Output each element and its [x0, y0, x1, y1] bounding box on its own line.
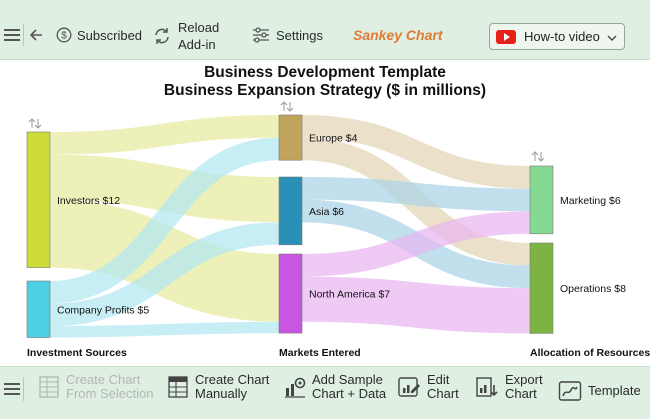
- create-chart-from-selection-button[interactable]: Create Chart From Selection: [38, 373, 153, 401]
- template-label: Template: [588, 383, 641, 398]
- add-sample-line2: Chart + Data: [312, 386, 387, 401]
- sort-arrows-icon[interactable]: [531, 151, 545, 162]
- create-manually-line2: Manually: [195, 386, 248, 401]
- sankey-node-label-investors: Investors $12: [57, 195, 120, 207]
- sankey-node-label-operations: Operations $8: [560, 283, 626, 295]
- howto-video-dropdown[interactable]: How-to video: [489, 23, 625, 50]
- sankey-link-asia-marketing: [301, 177, 531, 212]
- sankey-link-investors-europe: [49, 115, 280, 155]
- sankey-node-asia[interactable]: [278, 176, 303, 246]
- youtube-icon: [496, 29, 516, 44]
- template-button[interactable]: Template: [558, 380, 641, 402]
- chevron-down-icon: [607, 29, 617, 44]
- reload-label-line1: Reload: [178, 20, 220, 35]
- hamburger-menu-icon-bottom[interactable]: [4, 382, 20, 401]
- reload-label-line2: Add-in: [178, 37, 216, 52]
- sankey-svg: Investors $12 Company Profits $5 Europe $4…: [26, 101, 650, 359]
- export-line2: Chart: [505, 386, 537, 401]
- edit-line1: Edit: [427, 372, 450, 387]
- sort-arrows-icon[interactable]: [28, 118, 42, 129]
- edit-chart-button[interactable]: Edit Chart: [397, 373, 459, 401]
- export-chart-button[interactable]: Export Chart: [475, 373, 543, 401]
- chart-subtitle: Business Expansion Strategy ($ in millio…: [163, 82, 487, 99]
- dollar-circle-icon: $: [56, 27, 72, 43]
- export-chart-icon: [476, 377, 498, 397]
- back-arrow-icon[interactable]: [28, 27, 44, 43]
- sliders-icon: [252, 27, 270, 43]
- subscribed-label: Subscribed: [77, 27, 143, 43]
- create-chart-manually-button[interactable]: Create Chart Manually: [167, 373, 269, 401]
- add-sample-line1: Add Sample: [312, 372, 383, 387]
- sankey-node-investors[interactable]: [26, 131, 51, 268]
- add-sample-chart-button[interactable]: Add Sample Chart + Data: [283, 373, 386, 401]
- column-header-0: Investment Sources: [27, 347, 127, 359]
- reload-icon: [152, 26, 172, 46]
- sankey-node-label-asia: Asia $6: [309, 206, 344, 218]
- toolbar-divider: [23, 377, 24, 401]
- sankey-link-na-marketing: [301, 211, 531, 277]
- sankey-chart-area: Business Development Template Business E…: [0, 60, 650, 365]
- sankey-node-label-europe: Europe $4: [309, 133, 358, 145]
- sankey-node-label-na: North America $7: [309, 289, 390, 301]
- sample-chart-gear-icon: [285, 377, 306, 398]
- table-selection-icon: [39, 376, 59, 398]
- column-header-2: Allocation of Resources: [530, 347, 650, 359]
- sankey-link-na-operations: [301, 276, 531, 334]
- sankey-link-europe-marketing: [301, 115, 531, 189]
- chart-title: Business Development Template: [204, 64, 446, 81]
- howto-label: How-to video: [524, 29, 600, 44]
- template-icon: [558, 381, 582, 401]
- sankey-link-profits-europe: [49, 137, 280, 304]
- create-manually-line1: Create Chart: [195, 372, 270, 387]
- export-line1: Export: [505, 372, 543, 387]
- sankey-node-label-profits: Company Profits $5: [57, 304, 149, 316]
- brand-title: Sankey Chart: [353, 27, 443, 43]
- settings-label: Settings: [276, 27, 323, 43]
- sankey-node-profits[interactable]: [26, 280, 51, 338]
- create-from-selection-line1: Create Chart: [66, 372, 141, 387]
- edit-chart-icon: [398, 377, 420, 397]
- top-toolbar: $ Subscribed Reload Add-in Settings Sank…: [0, 0, 650, 60]
- sankey-link-profits-na: [49, 321, 280, 338]
- svg-text:$: $: [61, 31, 67, 42]
- column-header-1: Markets Entered: [279, 347, 361, 359]
- sort-arrows-icon[interactable]: [280, 101, 294, 112]
- sankey-link-profits-asia: [49, 222, 280, 327]
- table-grid-icon: [168, 376, 188, 398]
- create-from-selection-line2: From Selection: [66, 386, 154, 401]
- hamburger-menu-icon[interactable]: [4, 28, 20, 42]
- reload-addin-button[interactable]: Reload Add-in: [152, 19, 219, 53]
- bottom-toolbar: Create Chart From Selection Create Chart…: [0, 366, 650, 419]
- sankey-node-marketing[interactable]: [529, 165, 554, 235]
- subscribed-button[interactable]: $ Subscribed: [56, 27, 142, 43]
- settings-button[interactable]: Settings: [252, 27, 323, 43]
- sankey-link-investors-asia: [49, 154, 280, 223]
- sankey-node-europe[interactable]: [278, 114, 303, 161]
- sankey-node-operations[interactable]: [529, 242, 554, 334]
- edit-line2: Chart: [427, 386, 459, 401]
- sankey-node-label-marketing: Marketing $6: [560, 195, 621, 207]
- toolbar-divider: [23, 24, 24, 46]
- sankey-node-na[interactable]: [278, 253, 303, 334]
